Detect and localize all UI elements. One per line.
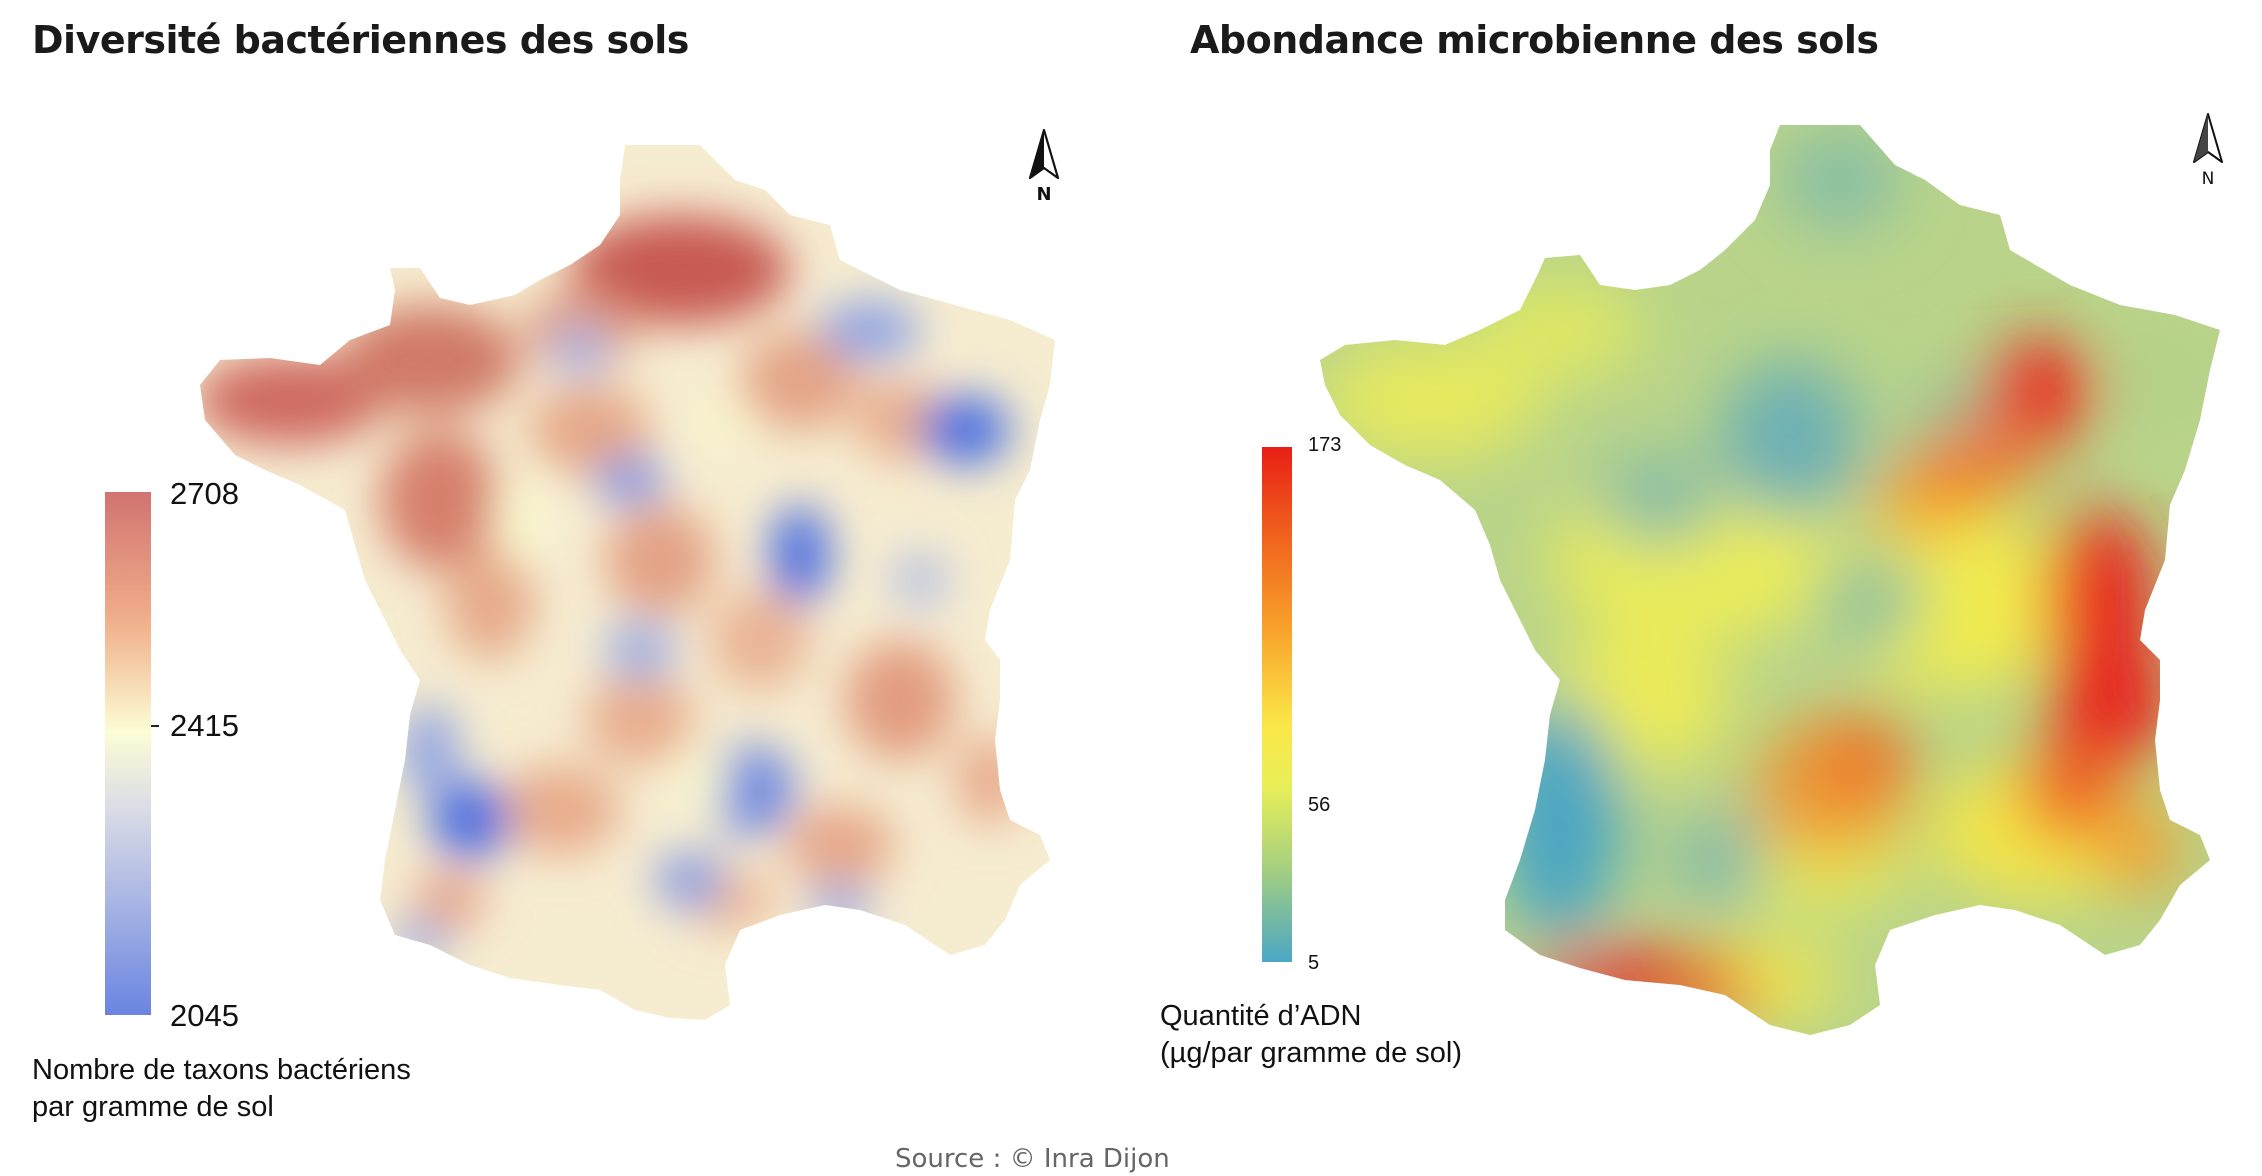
right-scale-min-label: 5	[1308, 952, 1320, 974]
left-legend-caption-line1: Nombre de taxons bactériens	[32, 1054, 411, 1086]
right-legend-caption-line1: Quantité d’ADN	[1160, 1000, 1362, 1032]
left-map	[200, 145, 1055, 1020]
north-arrow-icon: N	[2193, 113, 2223, 189]
right-map-title: Abondance microbienne des sols	[1190, 18, 1879, 62]
right-scale-max-label: 173	[1308, 434, 1342, 456]
left-map-heat-field	[200, 215, 1025, 960]
left-scale-min-label: 2045	[170, 998, 239, 1033]
source-credit: Source : © Inra Dijon	[895, 1144, 1170, 1174]
right-legend-caption-line2: (µg/par gramme de sol)	[1160, 1037, 1462, 1069]
right-map	[1320, 125, 2220, 1035]
left-scale-tick	[151, 725, 159, 727]
right-scale-mid-label: 56	[1308, 794, 1331, 816]
right-color-scale	[1262, 447, 1292, 962]
left-map-title: Diversité bactériennes des sols	[32, 18, 689, 62]
left-scale-mid-label: 2415	[170, 708, 239, 743]
left-color-scale	[105, 492, 151, 1015]
north-arrow-icon: N	[1028, 128, 1060, 205]
right-legend-caption: Quantité d’ADN (µg/par gramme de sol)	[1160, 998, 1462, 1072]
north-label: N	[1036, 184, 1051, 205]
left-legend-caption-line2: par gramme de sol	[32, 1091, 274, 1123]
north-label: N	[2202, 169, 2215, 189]
right-map-heat-field	[1320, 130, 2200, 1020]
left-scale-max-label: 2708	[170, 476, 239, 511]
left-legend-caption: Nombre de taxons bactériens par gramme d…	[32, 1052, 411, 1126]
